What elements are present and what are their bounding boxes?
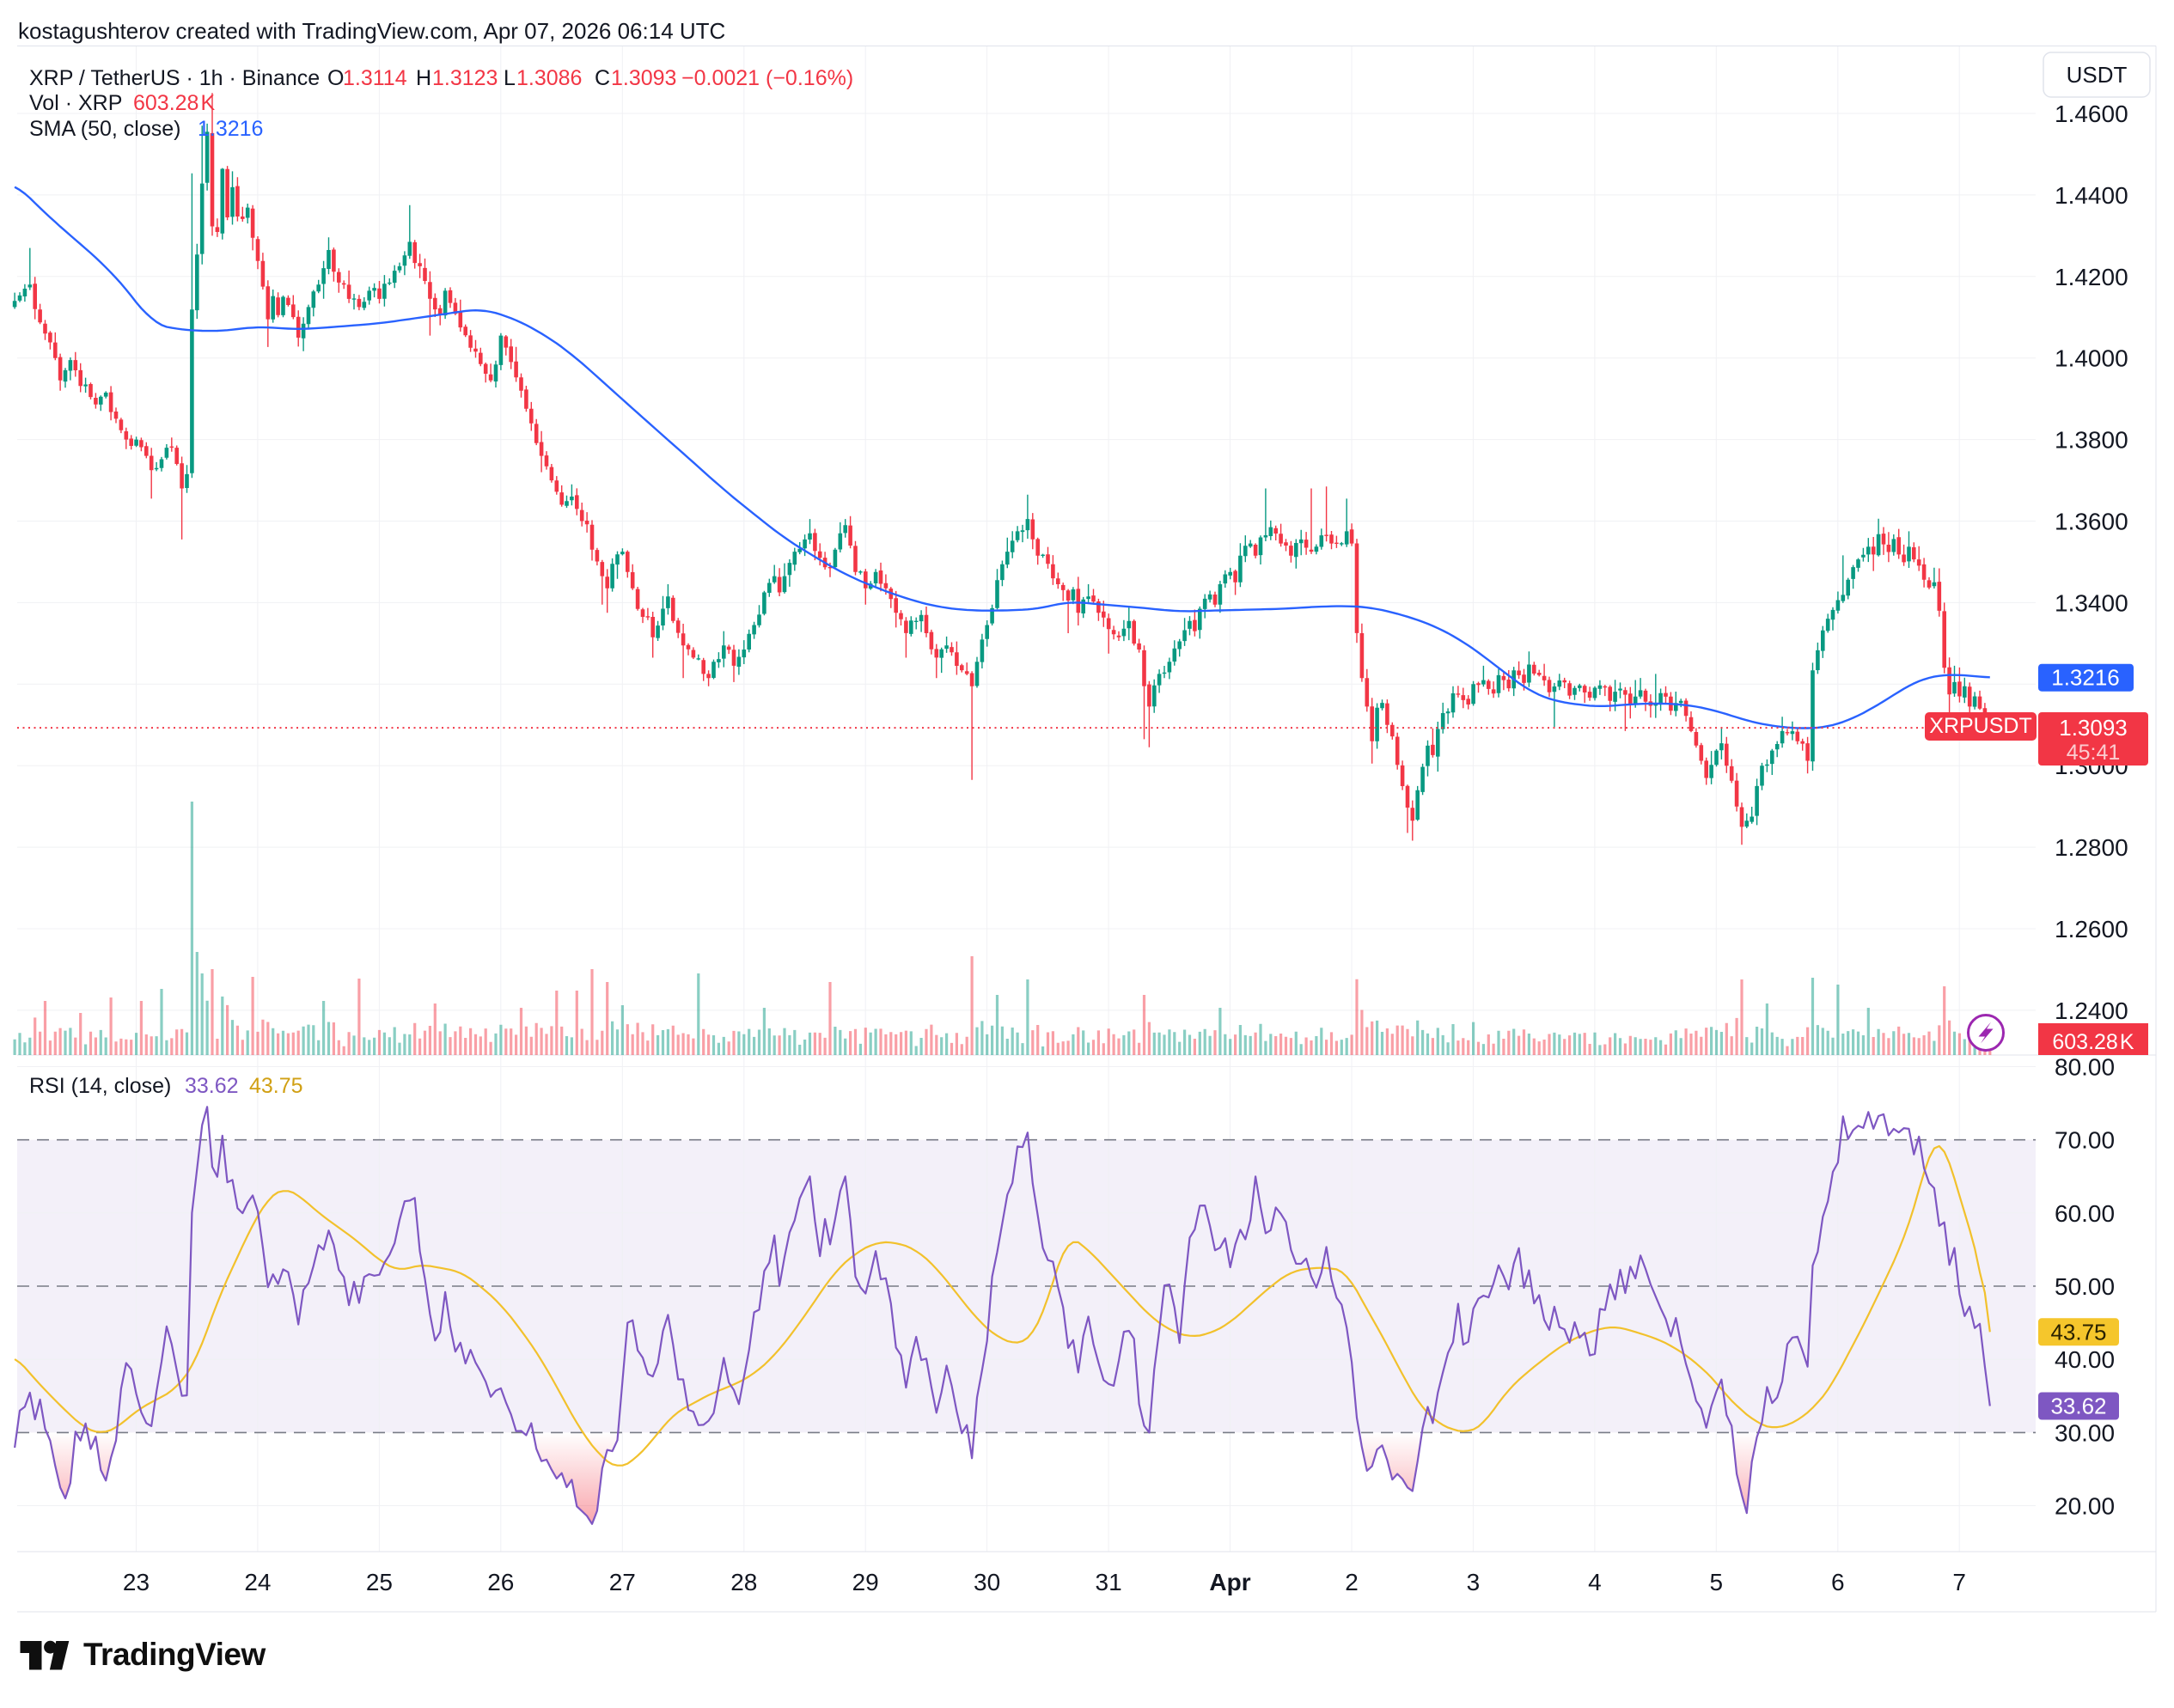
svg-text:1.3123: 1.3123 xyxy=(432,66,498,90)
svg-text:SMA (50, close): SMA (50, close) xyxy=(29,117,180,141)
svg-text:5: 5 xyxy=(1710,1569,1724,1595)
svg-text:H: H xyxy=(416,66,431,90)
svg-text:XRP / TetherUS · 1h · Binance: XRP / TetherUS · 1h · Binance xyxy=(29,66,320,90)
svg-text:27: 27 xyxy=(609,1569,636,1595)
svg-text:28: 28 xyxy=(730,1569,757,1595)
svg-text:603.28 K: 603.28 K xyxy=(133,91,216,115)
svg-text:6: 6 xyxy=(1831,1569,1845,1595)
svg-text:80.00: 80.00 xyxy=(2055,1054,2115,1081)
svg-text:O: O xyxy=(327,66,344,90)
svg-text:40.00: 40.00 xyxy=(2055,1346,2115,1373)
svg-text:7: 7 xyxy=(1952,1569,1966,1595)
svg-text:kostagushterov created with Tr: kostagushterov created with TradingView.… xyxy=(18,18,725,44)
svg-text:−0.0021 (−0.16%): −0.0021 (−0.16%) xyxy=(681,66,853,90)
svg-text:33.62: 33.62 xyxy=(2050,1394,2106,1419)
svg-text:1.3600: 1.3600 xyxy=(2055,509,2128,535)
svg-text:1.3086: 1.3086 xyxy=(516,66,582,90)
svg-text:24: 24 xyxy=(244,1569,271,1595)
svg-text:1.2400: 1.2400 xyxy=(2055,997,2128,1024)
svg-text:2: 2 xyxy=(1345,1569,1359,1595)
svg-text:30: 30 xyxy=(974,1569,1000,1595)
svg-text:3: 3 xyxy=(1467,1569,1481,1595)
svg-text:603.28 K: 603.28 K xyxy=(2052,1030,2134,1054)
svg-text:1.4600: 1.4600 xyxy=(2055,101,2128,127)
svg-text:1.4200: 1.4200 xyxy=(2055,264,2128,290)
svg-text:RSI (14, close): RSI (14, close) xyxy=(29,1074,171,1098)
svg-text:60.00: 60.00 xyxy=(2055,1200,2115,1227)
svg-text:1.2800: 1.2800 xyxy=(2055,834,2128,861)
svg-text:XRPUSDT: XRPUSDT xyxy=(1929,714,2031,738)
svg-text:1.3093: 1.3093 xyxy=(2059,715,2128,741)
svg-text:23: 23 xyxy=(123,1569,150,1595)
svg-text:20.00: 20.00 xyxy=(2055,1493,2115,1520)
svg-text:1.4400: 1.4400 xyxy=(2055,182,2128,209)
svg-text:1.4000: 1.4000 xyxy=(2055,345,2128,372)
svg-text:Vol · XRP: Vol · XRP xyxy=(29,91,122,115)
svg-text:43.75: 43.75 xyxy=(2050,1319,2106,1345)
svg-text:1.2600: 1.2600 xyxy=(2055,916,2128,942)
svg-text:C: C xyxy=(595,66,610,90)
svg-text:Apr: Apr xyxy=(1209,1569,1250,1595)
svg-text:29: 29 xyxy=(852,1569,879,1595)
svg-text:25: 25 xyxy=(366,1569,393,1595)
svg-text:45:41: 45:41 xyxy=(2067,741,2121,765)
svg-text:50.00: 50.00 xyxy=(2055,1273,2115,1300)
svg-text:4: 4 xyxy=(1588,1569,1602,1595)
svg-text:70.00: 70.00 xyxy=(2055,1127,2115,1154)
svg-text:1.3400: 1.3400 xyxy=(2055,589,2128,616)
svg-text:TradingView: TradingView xyxy=(83,1637,266,1672)
svg-text:1.3216: 1.3216 xyxy=(198,117,263,141)
svg-text:1.3093: 1.3093 xyxy=(611,66,676,90)
svg-text:USDT: USDT xyxy=(2067,62,2128,88)
svg-text:1.3114: 1.3114 xyxy=(343,66,407,90)
svg-text:26: 26 xyxy=(487,1569,514,1595)
svg-text:1.3800: 1.3800 xyxy=(2055,427,2128,454)
svg-text:30.00: 30.00 xyxy=(2055,1419,2115,1446)
svg-text:33.62: 33.62 xyxy=(185,1074,239,1098)
svg-text:31: 31 xyxy=(1096,1569,1122,1595)
svg-text:43.75: 43.75 xyxy=(249,1074,303,1098)
svg-text:L: L xyxy=(504,66,516,90)
svg-text:1.3216: 1.3216 xyxy=(2051,665,2120,691)
